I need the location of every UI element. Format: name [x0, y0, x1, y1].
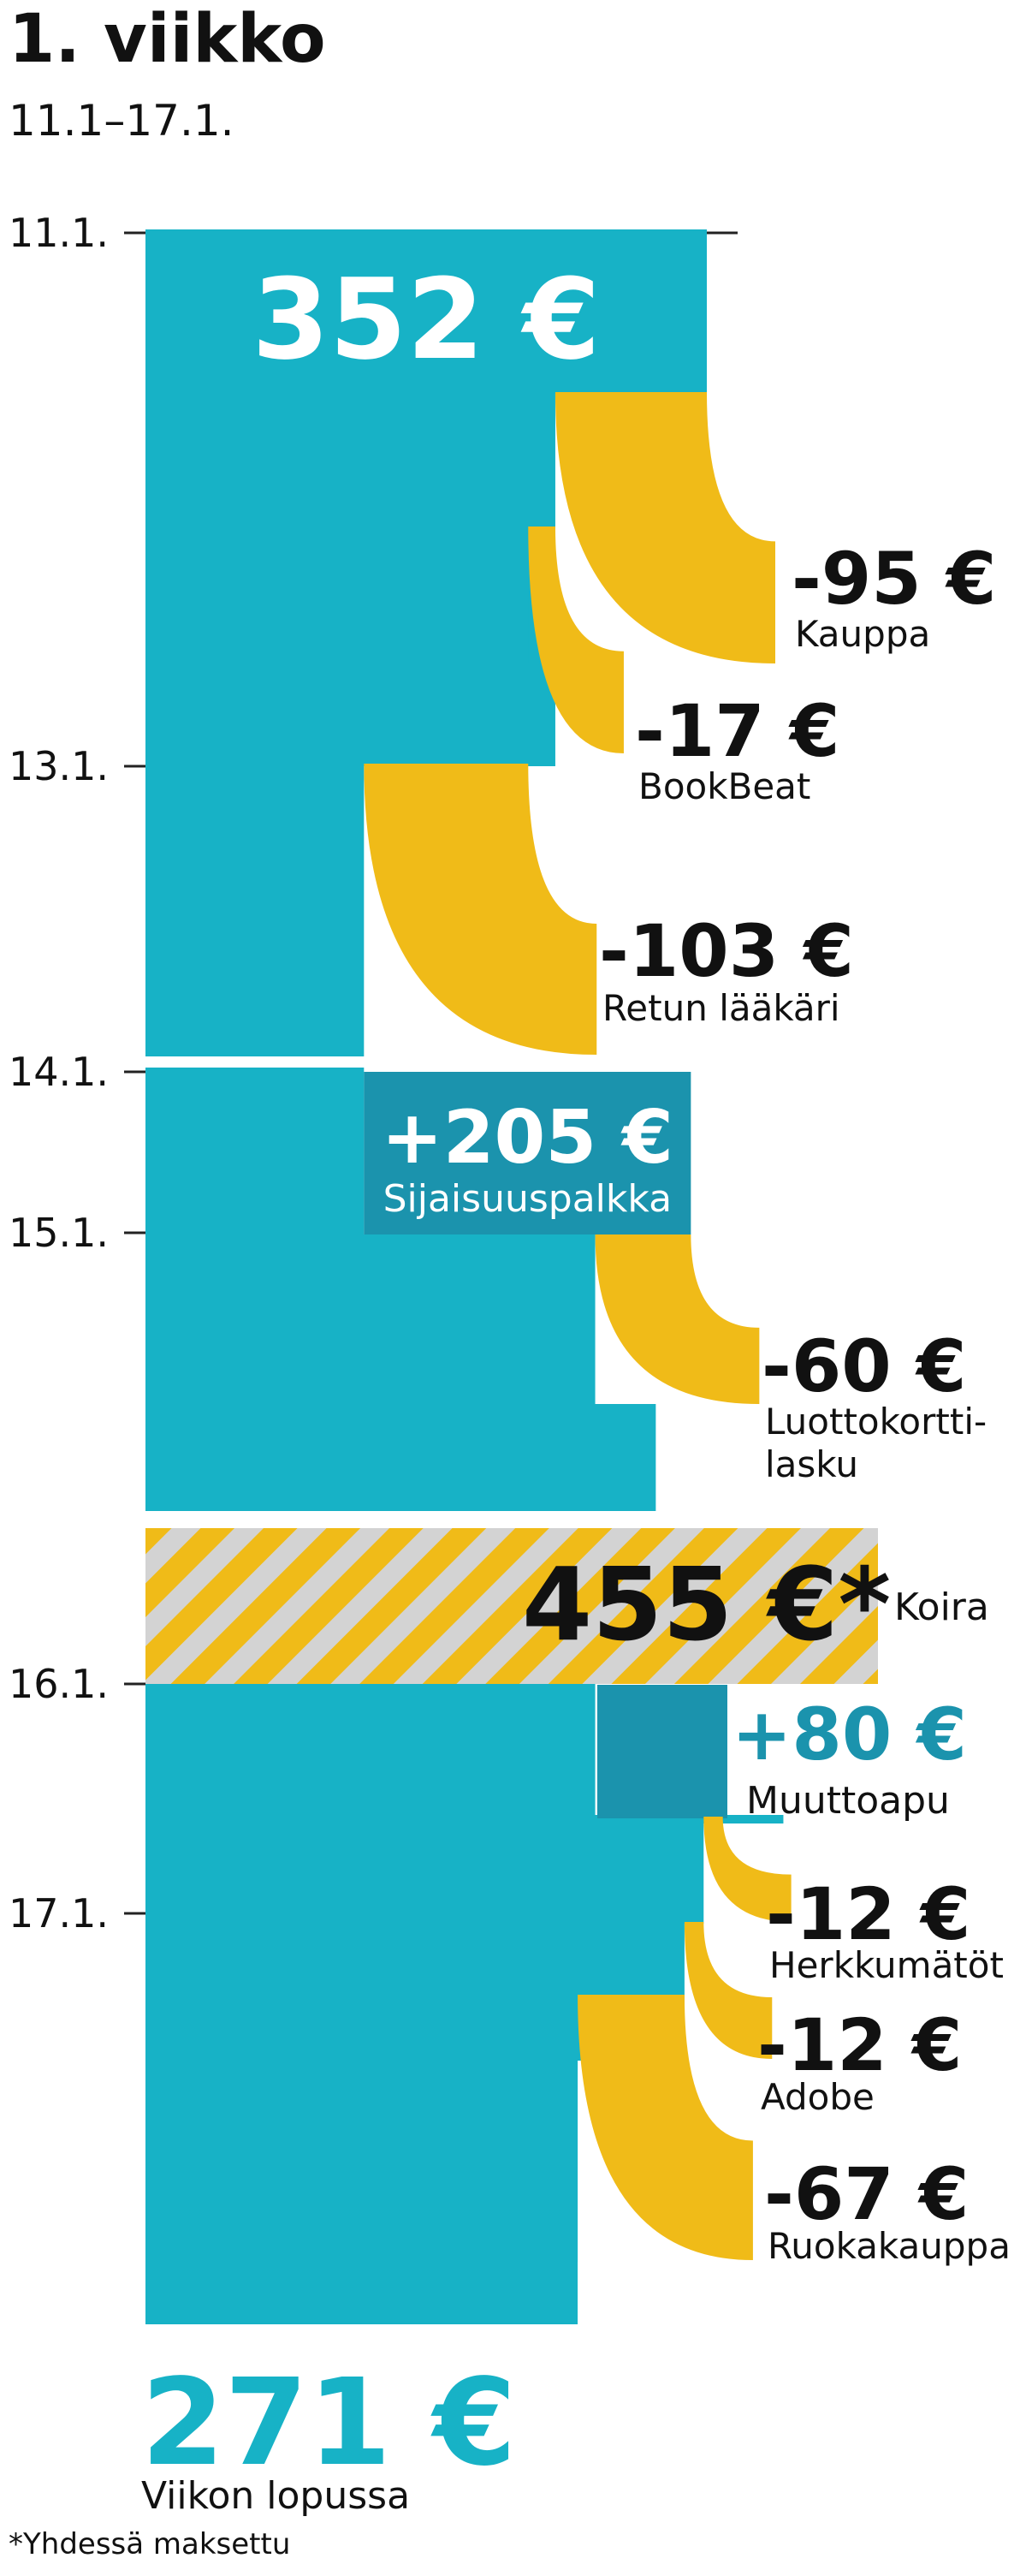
end-balance-caption: Viikon lopussa — [141, 2474, 410, 2518]
income-amount-label: +205 € — [382, 1095, 673, 1181]
expense-amount-label: -103 € — [599, 909, 854, 993]
balance-bar — [145, 1404, 656, 1511]
date-tick-label: 17.1. — [9, 1890, 109, 1936]
expense-category-label: Retun lääkäri — [602, 987, 840, 1029]
footnote: *Yhdessä maksettu — [9, 2527, 290, 2561]
expense-amount-label: -95 € — [792, 537, 996, 621]
expense-mark — [578, 1995, 753, 2260]
expense-amount-label: -67 € — [764, 2152, 969, 2236]
expense-mark — [684, 1922, 773, 2059]
date-range-subtitle: 11.1–17.1. — [9, 96, 234, 146]
date-tick-label: 15.1. — [9, 1210, 109, 1256]
income-amount-label: +80 € — [732, 1693, 967, 1776]
start-balance-label: 352 € — [252, 254, 600, 384]
start-balance-bar — [145, 229, 707, 394]
expense-amount-label: -12 € — [766, 1872, 970, 1956]
end-balance-label: 271 € — [141, 2353, 516, 2493]
balance-bar — [145, 1234, 596, 1406]
balance-bar — [145, 764, 365, 1056]
income-category-label: Muuttoapu — [746, 1779, 950, 1823]
balance-bar — [145, 1680, 596, 1818]
expense-category-label: BookBeat — [638, 765, 810, 807]
date-tick-label: 13.1. — [9, 743, 109, 789]
balance-bar — [145, 1817, 704, 1924]
date-tick-label: 11.1. — [9, 210, 109, 256]
expense-amount-label: -12 € — [757, 2003, 962, 2087]
date-tick-label: 14.1. — [9, 1049, 109, 1095]
expense-mark — [528, 527, 624, 753]
expense-category-label: Kauppa — [795, 613, 930, 655]
expense-category-label: Herkkumätöt — [769, 1944, 1004, 1986]
income-mark — [597, 1685, 727, 1818]
income-category-label: Sijaisuuspalkka — [383, 1177, 672, 1221]
expense-mark — [703, 1817, 792, 1922]
expense-category-label: Luottokortti- — [765, 1401, 987, 1443]
expense-category-label: lasku — [765, 1443, 858, 1485]
expense-mark — [595, 1234, 760, 1404]
expense-category-label: Adobe — [761, 2076, 875, 2118]
balance-bar — [145, 1815, 784, 1823]
expense-mark — [555, 392, 775, 663]
balance-bar — [145, 2055, 578, 2324]
income-mark — [364, 1072, 691, 1234]
page-title: 1. viikko — [9, 1, 326, 78]
shared-payment-bar — [145, 1528, 878, 1684]
date-tick-label: 16.1. — [9, 1661, 109, 1707]
expense-mark — [364, 764, 597, 1055]
shared-payment-amount-label: 455 €* — [522, 1545, 891, 1663]
expense-category-label: Ruokakauppa — [768, 2225, 1011, 2267]
expense-amount-label: -60 € — [762, 1324, 966, 1408]
expense-amount-label: -17 € — [635, 689, 839, 773]
shared-payment-category-label: Koira — [894, 1585, 989, 1629]
balance-bar — [145, 663, 555, 766]
balance-bar — [145, 1068, 365, 1236]
